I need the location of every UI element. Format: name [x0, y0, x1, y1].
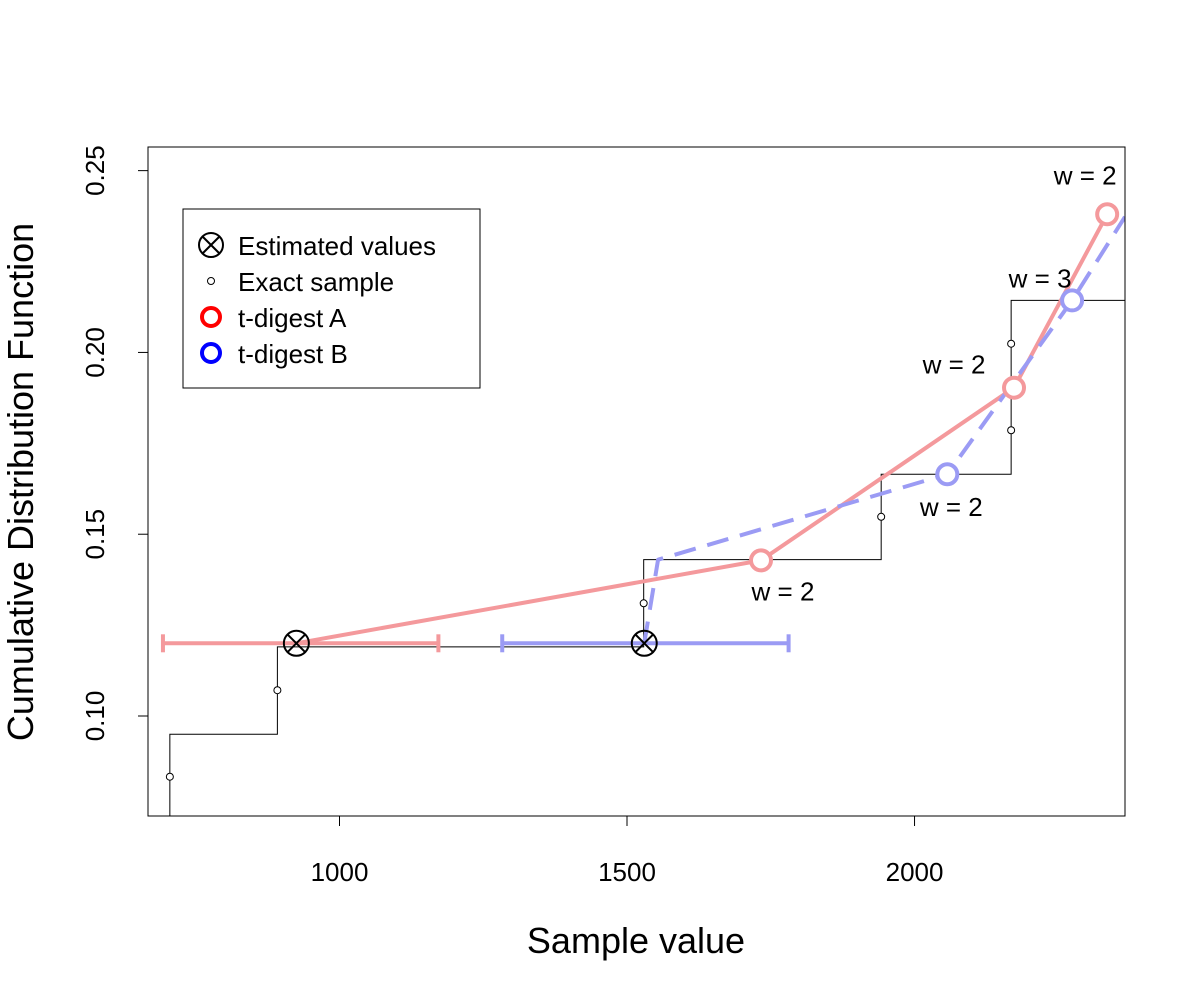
legend-sample-icon	[207, 277, 215, 285]
legend-digest-a-icon	[200, 306, 222, 328]
legend-box	[182, 208, 481, 389]
estimated-value-circle	[630, 629, 658, 657]
y-tick-label: 0.25	[80, 145, 110, 196]
legend-label-sample: Exact sample	[238, 267, 394, 297]
exact-sample-point	[1007, 339, 1016, 348]
exact-sample-point	[1007, 426, 1016, 435]
digest-a-weight-label: w = 2	[751, 576, 815, 606]
estimated-value-cross	[286, 633, 307, 654]
estimated-value-marker	[630, 629, 658, 657]
exact-sample-point	[877, 512, 886, 521]
x-axis-label: Sample value	[527, 920, 745, 961]
digest-a-centroid	[1002, 375, 1027, 400]
y-tick-label: 0.15	[80, 509, 110, 560]
estimated-value-marker	[282, 629, 310, 657]
digest-b-centroid	[1060, 288, 1085, 313]
legend-digest-b-icon	[200, 342, 222, 364]
legend-label-digest-a: t-digest A	[238, 303, 347, 333]
digest-a-centroid	[1095, 202, 1120, 227]
y-axis-label: Cumulative Distribution Function	[0, 223, 41, 741]
exact-sample-point	[639, 599, 648, 608]
y-tick-label: 0.10	[80, 691, 110, 742]
plot-area	[160, 202, 1125, 816]
axes: 1000 1500 2000 0.10 0.15 0.20 0.25 w = 2 w = 2 w …	[80, 145, 1117, 887]
plot-frame	[147, 146, 1126, 817]
digest-a-centroid	[748, 548, 773, 573]
legend: Estimated values Exact sample t-digest A…	[182, 208, 481, 389]
legend-label-estimated: Estimated values	[238, 231, 436, 261]
legend-estimated-icon	[198, 232, 224, 258]
digest-a-weight-label: w = 2	[1053, 160, 1117, 190]
ecdf-step-line	[169, 299, 1125, 816]
exact-sample-point	[273, 686, 282, 695]
x-tick-label: 1000	[311, 857, 369, 887]
digest-b-centroid	[935, 462, 960, 487]
digest-a-weight-label: w = 2	[922, 350, 986, 380]
x-tick-label: 1500	[598, 857, 656, 887]
estimated-value-circle	[282, 629, 310, 657]
legend-label-digest-b: t-digest B	[238, 339, 348, 369]
digest-b-weight-label: w = 2	[919, 492, 983, 522]
x-tick-label: 2000	[886, 857, 944, 887]
digest-b-weight-label: w = 3	[1008, 263, 1072, 293]
y-tick-label: 0.20	[80, 327, 110, 378]
estimated-value-cross	[634, 633, 654, 654]
exact-sample-point	[165, 772, 174, 781]
